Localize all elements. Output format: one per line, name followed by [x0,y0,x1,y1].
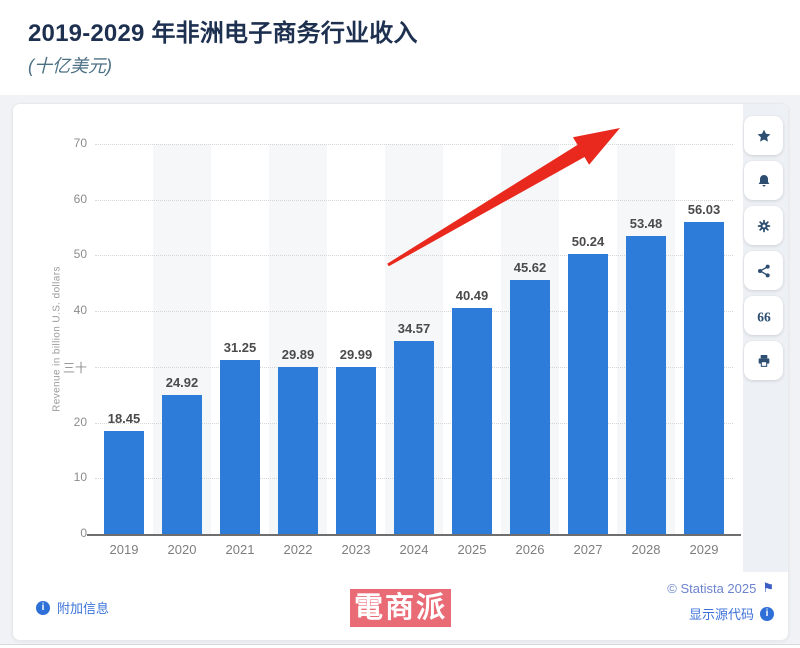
printer-icon [756,353,772,369]
y-axis-tick-label: 60 [73,191,87,206]
chart-card: 0 10 20 三十 40 50 60 70 Revenue in billion U.S. d… [12,103,789,641]
bar-value-label: 29.99 [339,346,373,362]
x-axis-tick-label: 2025 [457,542,487,557]
y-axis-tick-label: 20 [73,414,87,429]
chart-section: 0 10 20 三十 40 50 60 70 Revenue in billion U.S. d… [0,95,800,645]
x-axis-tick-label: 2023 [341,542,371,557]
bar-2026[interactable] [510,279,550,534]
print-button[interactable] [744,341,783,380]
share-button[interactable] [744,251,783,290]
bar-2022[interactable] [278,367,318,534]
info-circle-icon: i [36,600,50,615]
additional-info-label: 附加信息 [57,601,110,616]
bar-2027[interactable] [568,254,608,534]
statista-copyright[interactable]: © Statista 2025 ⚑ [667,580,774,596]
x-axis-tick-label: 2019 [109,542,139,557]
y-axis-tick-label: 40 [73,303,87,318]
bar-2024[interactable] [394,341,434,534]
bar-2023[interactable] [336,366,376,534]
info-circle-icon: i [760,606,774,621]
x-axis-tick-label: 2028 [631,542,661,557]
y-axis-tick-label: 50 [73,247,87,262]
cite-button[interactable]: 66 [744,296,783,335]
share-icon [756,263,772,279]
bar-value-label: 34.57 [397,321,431,337]
notifications-button[interactable] [744,161,783,200]
svg-text:66: 66 [757,309,771,324]
gear-icon [756,218,772,234]
page-header: 2019-2029 年非洲电子商务行业收入 (十亿美元) [0,0,800,95]
y-axis-tick-label: 70 [73,136,87,150]
bar-value-label: 56.03 [687,201,721,217]
bar-value-label: 31.25 [223,339,257,355]
watermark-stamp: 電商派 [350,589,452,627]
bar-2025[interactable] [452,308,492,534]
action-rail: 66 [743,104,788,572]
flag-icon: ⚑ [762,580,774,595]
favorite-button[interactable] [744,116,783,155]
x-axis-line [87,534,741,536]
footer-right: © Statista 2025 ⚑ 显示源代码 i [667,580,774,623]
quote-icon: 66 [755,308,773,324]
additional-info-link[interactable]: i 附加信息 [36,598,109,617]
x-axis-tick-label: 2026 [515,542,545,557]
bell-icon [756,173,772,189]
x-axis-tick-label: 2029 [689,542,719,557]
x-axis-tick-label: 2021 [225,542,255,557]
page-title: 2019-2029 年非洲电子商务行业收入 [28,20,418,47]
settings-button[interactable] [744,206,783,245]
gridline [95,311,733,313]
bar-value-label: 50.24 [571,234,605,250]
bar-value-label: 29.89 [281,347,315,363]
gridline [95,199,733,201]
bar-value-label: 24.92 [165,375,199,391]
bar-2029[interactable] [684,221,724,534]
bar-2020[interactable] [162,395,202,534]
show-source-link[interactable]: 显示源代码 i [667,604,774,623]
y-axis-tick-label: 10 [73,470,87,485]
bar-2028[interactable] [626,236,666,534]
x-axis-tick-label: 2020 [167,542,197,557]
y-axis-tick-label: 三十 [62,360,87,375]
show-source-label: 显示源代码 [688,607,754,622]
bar-value-label: 53.48 [629,216,663,232]
bar-value-label: 18.45 [107,411,141,427]
y-axis-tick-label: 0 [80,526,87,540]
bar-value-label: 40.49 [455,288,489,304]
plot-area: 0 10 20 三十 40 50 60 70 Revenue in billion U.S. d… [13,104,745,574]
bar-2019[interactable] [104,431,144,534]
gridline [95,144,733,145]
star-icon [756,128,772,144]
bar-2021[interactable] [220,359,260,534]
page-subtitle: (十亿美元) [28,56,112,76]
bar-value-label: 45.62 [513,259,547,275]
x-axis-tick-label: 2024 [399,542,429,557]
x-axis-tick-label: 2027 [573,542,603,557]
copyright-label: © Statista 2025 [667,580,757,596]
y-axis-title: Revenue in billion U.S. dollars [51,266,63,412]
x-axis-tick-label: 2022 [283,542,313,557]
